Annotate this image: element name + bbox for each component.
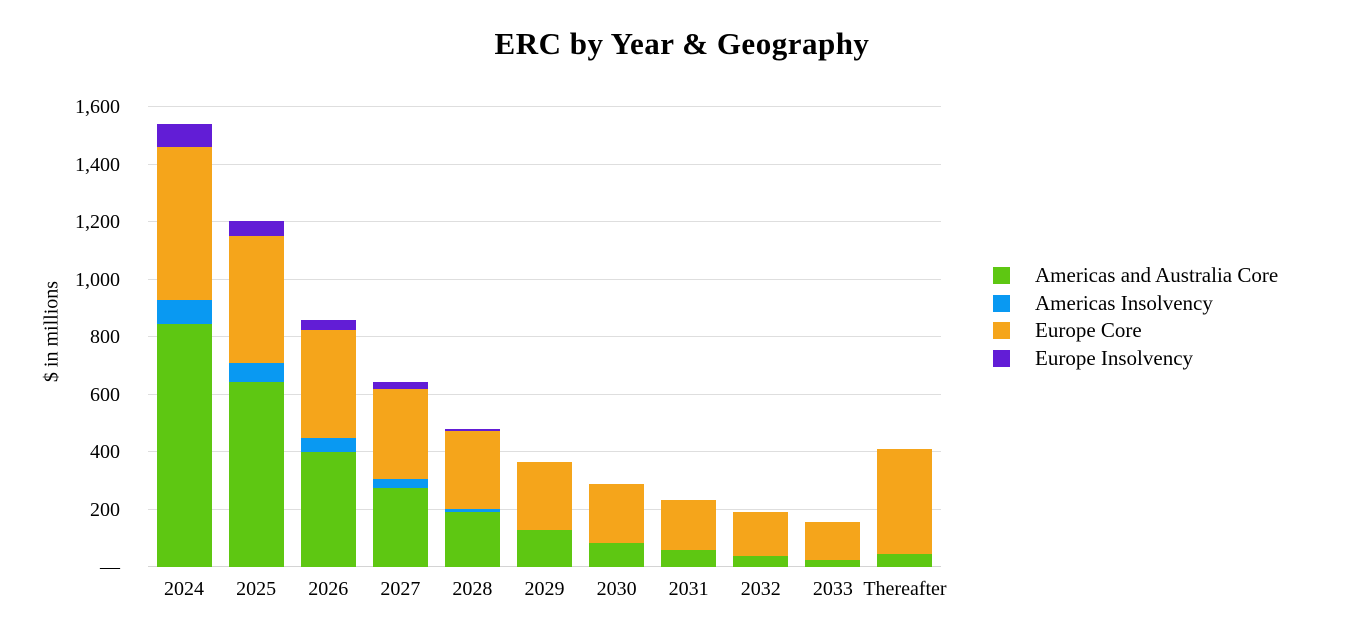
legend-label: Europe Insolvency bbox=[1035, 345, 1194, 370]
x-tick-label-2028: 2028 bbox=[452, 578, 493, 600]
y-tick-label-1400: 1,400 bbox=[75, 153, 120, 176]
bar-segment-Thereafter-europe-core bbox=[877, 449, 933, 555]
legend-item-americas-insolvency: Americas Insolvency bbox=[993, 290, 1278, 318]
gridline-1400 bbox=[148, 163, 941, 165]
gridline-1600 bbox=[148, 106, 941, 107]
bar-segment-2030-americas-and-australia-core bbox=[589, 542, 645, 567]
y-tick-label-400: 400 bbox=[90, 441, 120, 463]
legend-item-europe-core: Europe Core bbox=[993, 317, 1278, 345]
legend-label: Europe Core bbox=[1035, 318, 1142, 343]
bar-segment-2026-americas-insolvency bbox=[300, 438, 356, 452]
y-tick-label-1200: 1,200 bbox=[75, 211, 120, 233]
bar-segment-2028-americas-and-australia-core bbox=[444, 512, 500, 567]
gridline-1000 bbox=[148, 278, 941, 280]
bar-segment-2025-americas-insolvency bbox=[228, 362, 284, 382]
x-tick-label-thereafter: Thereafter bbox=[863, 578, 947, 600]
bar-segment-2025-americas-and-australia-core bbox=[228, 381, 284, 567]
bar-segment-2033-europe-core bbox=[805, 521, 861, 560]
gridline-600 bbox=[148, 393, 941, 395]
bar-segment-2029-americas-and-australia-core bbox=[517, 529, 572, 567]
legend-label: Americas and Australia Core bbox=[1035, 263, 1279, 288]
x-tick-label-2027: 2027 bbox=[380, 578, 421, 600]
legend-item-europe-insolvency: Europe Insolvency bbox=[993, 345, 1278, 373]
bar-segment-2033-americas-and-australia-core bbox=[805, 559, 861, 567]
legend-swatch-icon bbox=[993, 349, 1010, 367]
x-tick-label-2030: 2030 bbox=[596, 578, 637, 600]
gridline-800 bbox=[148, 336, 941, 337]
bar-segment-2027-americas-and-australia-core bbox=[372, 487, 428, 567]
bar-segment-2032-europe-core bbox=[733, 512, 789, 557]
gridline-1200 bbox=[148, 221, 941, 222]
y-tick-label-800: 800 bbox=[90, 326, 120, 348]
bar-segment-2030-europe-core bbox=[589, 483, 645, 543]
bar-segment-2024-americas-insolvency bbox=[156, 299, 212, 325]
gridline-400 bbox=[148, 451, 941, 452]
bar-segment-2027-europe-insolvency bbox=[372, 381, 428, 389]
y-tick-label-600: 600 bbox=[90, 383, 120, 406]
bar-segment-2027-americas-insolvency bbox=[372, 479, 428, 488]
legend-label: Americas Insolvency bbox=[1035, 290, 1213, 315]
bar-segment-2031-americas-and-australia-core bbox=[661, 550, 717, 567]
x-tick-label-2029: 2029 bbox=[524, 578, 565, 600]
bar-segment-2028-europe-insolvency bbox=[444, 429, 500, 432]
bar-segment-2027-europe-core bbox=[372, 388, 428, 480]
x-tick-label-2025: 2025 bbox=[236, 578, 277, 600]
bar-segment-2024-europe-core bbox=[156, 147, 212, 300]
legend-item-americas-and-australia-core: Americas and Australia Core bbox=[993, 262, 1278, 290]
bar-segment-2028-europe-core bbox=[444, 431, 500, 509]
y-tick-label-1000: 1,000 bbox=[75, 268, 120, 291]
x-tick-label-2024: 2024 bbox=[164, 578, 205, 600]
bar-segment-2032-americas-and-australia-core bbox=[733, 556, 789, 567]
bar-segment-2031-europe-core bbox=[661, 500, 717, 551]
bar-segment-2024-americas-and-australia-core bbox=[156, 324, 212, 567]
x-tick-label-2033: 2033 bbox=[812, 578, 853, 600]
bar-segment-2024-europe-insolvency bbox=[156, 124, 212, 148]
chart-title: ERC by Year & Geography bbox=[494, 26, 870, 61]
x-tick-label-2026: 2026 bbox=[308, 578, 349, 600]
bar-segment-2026-europe-insolvency bbox=[300, 319, 356, 330]
legend-swatch-icon bbox=[993, 294, 1010, 312]
bar-segment-2028-americas-insolvency bbox=[444, 508, 500, 513]
legend-swatch-icon bbox=[993, 322, 1010, 340]
y-tick-label-200: 200 bbox=[90, 498, 120, 521]
bar-segment-2025-europe-insolvency bbox=[228, 220, 284, 237]
legend-swatch-icon bbox=[993, 267, 1010, 285]
y-tick-label-1600: 1,600 bbox=[75, 96, 120, 118]
plot-area bbox=[148, 106, 941, 567]
bar-segment-2025-europe-core bbox=[228, 236, 284, 363]
x-tick-label-2032: 2032 bbox=[740, 578, 781, 600]
x-tick-label-2031: 2031 bbox=[668, 578, 709, 600]
bar-segment-2026-americas-and-australia-core bbox=[300, 452, 356, 567]
y-tick-label-0: — bbox=[100, 556, 120, 578]
bar-segment-2026-europe-core bbox=[300, 329, 356, 439]
bar-segment-Thereafter-americas-and-australia-core bbox=[877, 554, 933, 567]
legend: Americas and Australia Core Americas Inso… bbox=[993, 262, 1278, 372]
bar-segment-2029-europe-core bbox=[517, 462, 572, 530]
